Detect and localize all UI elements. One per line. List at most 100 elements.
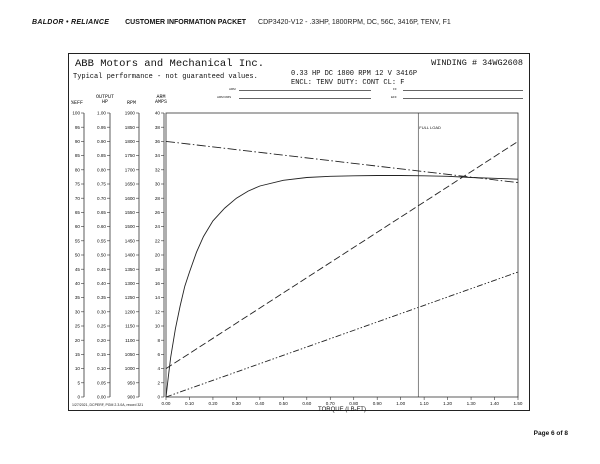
axis-tick-label: 1000 (125, 366, 136, 371)
brand-logo: BALDOR • RELIANCE (32, 19, 110, 26)
axis-tick-label: 40 (155, 111, 161, 116)
field-label-eff: EFF (391, 95, 397, 99)
axis-tick-label: 18 (155, 267, 161, 272)
axis-tick-label: 22 (155, 238, 161, 243)
x-tick-label: 0.60 (302, 401, 311, 406)
axis-tick-label: 0.00 (97, 395, 106, 400)
axis-tick-label: 0.60 (97, 224, 106, 229)
axis-tick-label: 1050 (125, 352, 136, 357)
axis-tick-label: 1800 (125, 139, 136, 144)
axis-tick-label: 1600 (125, 196, 136, 201)
axis-tick-label: 0.25 (97, 324, 106, 329)
field-line-ff (403, 90, 523, 91)
field-line-eff (403, 98, 523, 99)
field-line-arm-rms (239, 98, 371, 99)
axis-tick-label: 0.30 (97, 309, 106, 314)
axis-tick-label: 900 (127, 395, 135, 400)
axis-tick-label: 0.95 (97, 125, 106, 130)
axis-tick-label: 95 (75, 125, 81, 130)
axis-tick-label: 0.85 (97, 153, 106, 158)
axis-tick-label: 0.10 (97, 366, 106, 371)
axis-tick-label: 50 (75, 253, 81, 258)
axis-tick-label: 0.20 (97, 338, 106, 343)
packet-title: CUSTOMER INFORMATION PACKET (125, 19, 247, 26)
axis-tick-label: 65 (75, 210, 81, 215)
output-hp-line (165, 271, 519, 398)
x-tick-label: 0.00 (162, 401, 171, 406)
axis-tick-label: 5 (77, 380, 80, 385)
performance-sheet: ABB Motors and Mechanical Inc. Typical p… (68, 53, 530, 411)
axis-header-eff: %EFF (71, 100, 84, 106)
x-tick-label: 0.80 (349, 401, 358, 406)
axis-tick-label: 100 (72, 111, 80, 116)
specs-line-2: ENCL: TENV DUTY: CONT CL: F (291, 79, 405, 87)
rpm-line (165, 140, 519, 184)
x-tick-label: 1.30 (467, 401, 476, 406)
winding-number: WINDING # 34WG2608 (431, 58, 523, 68)
axis-tick-label: 0.15 (97, 352, 106, 357)
x-tick-label: 0.50 (279, 401, 288, 406)
axis-tick-label: 70 (75, 196, 81, 201)
page-header: BALDOR • RELIANCE CUSTOMER INFORMATION P… (32, 19, 451, 26)
axis-header-amps: ARM AMPS (154, 94, 167, 105)
x-tick-label: 1.40 (490, 401, 499, 406)
axis-tick-label: 8 (157, 338, 160, 343)
specs-line-1: 0.33 HP DC 1800 RPM 12 V 3416P (291, 70, 418, 78)
axis-tick-label: 75 (75, 182, 81, 187)
axis-tick-label: 20 (155, 253, 161, 258)
axis-tick-label: 10 (155, 324, 161, 329)
axis-tick-label: 0.35 (97, 295, 106, 300)
axis-tick-label: 0.05 (97, 380, 106, 385)
axis-tick-label: 0.50 (97, 253, 106, 258)
field-label-ff: FF (393, 87, 397, 91)
footer-note: 1/27/2021, DCPERF, PGM 2.3.0A, record 32… (72, 403, 144, 407)
axis-tick-label: 24 (155, 224, 161, 229)
x-tick-label: 0.30 (232, 401, 241, 406)
axis-tick-label: 38 (155, 125, 161, 130)
axis-tick-label: 950 (127, 380, 135, 385)
product-description: CDP3420-V12 - .33HP, 1800RPM, DC, 56C, 3… (258, 19, 451, 26)
x-tick-label: 0.70 (326, 401, 335, 406)
axis-tick-label: 1650 (125, 182, 136, 187)
page-number: Page 6 of 8 (533, 430, 568, 437)
axis-tick-label: 0.80 (97, 167, 106, 172)
x-tick-label: 0.20 (208, 401, 217, 406)
axis-tick-label: 0 (77, 395, 80, 400)
axis-tick-label: 1300 (125, 281, 136, 286)
company-name: ABB Motors and Mechanical Inc. (75, 58, 265, 70)
axis-tick-label: 0.45 (97, 267, 106, 272)
axis-tick-label: 6 (157, 352, 160, 357)
axis-tick-label: 34 (155, 153, 161, 158)
axis-tick-label: 1550 (125, 210, 136, 215)
axis-tick-label: 4 (157, 366, 160, 371)
x-tick-label: 0.10 (185, 401, 194, 406)
axis-tick-label: 1750 (125, 153, 136, 158)
axis-tick-label: 55 (75, 238, 81, 243)
axis-tick-label: 35 (75, 295, 81, 300)
axis-tick-label: 1350 (125, 267, 136, 272)
axis-tick-label: 14 (155, 295, 161, 300)
axis-tick-label: 80 (75, 167, 81, 172)
axis-tick-label: 1450 (125, 238, 136, 243)
x-tick-label: 1.20 (443, 401, 452, 406)
efficiency-curve (165, 175, 519, 398)
axis-tick-label: 16 (155, 281, 161, 286)
axis-tick-label: 1850 (125, 125, 136, 130)
axis-tick-label: 0.40 (97, 281, 106, 286)
axis-tick-label: 85 (75, 153, 81, 158)
arm-amps-line (165, 141, 519, 369)
axis-tick-label: 1400 (125, 253, 136, 258)
axis-tick-label: 20 (75, 338, 81, 343)
typical-note: Typical performance - not guaranteed val… (73, 73, 258, 81)
axis-header-hp: OUTPUT HP (95, 94, 114, 105)
field-label-arm: ARM (229, 87, 236, 91)
field-line-arm (239, 90, 371, 91)
axis-tick-label: 10 (75, 366, 81, 371)
axis-tick-label: 25 (75, 324, 81, 329)
axis-tick-label: 90 (75, 139, 81, 144)
axis-tick-label: 1100 (125, 338, 135, 343)
axis-tick-label: 60 (75, 224, 81, 229)
axis-tick-label: 0.70 (97, 196, 106, 201)
x-tick-label: 1.50 (514, 401, 523, 406)
